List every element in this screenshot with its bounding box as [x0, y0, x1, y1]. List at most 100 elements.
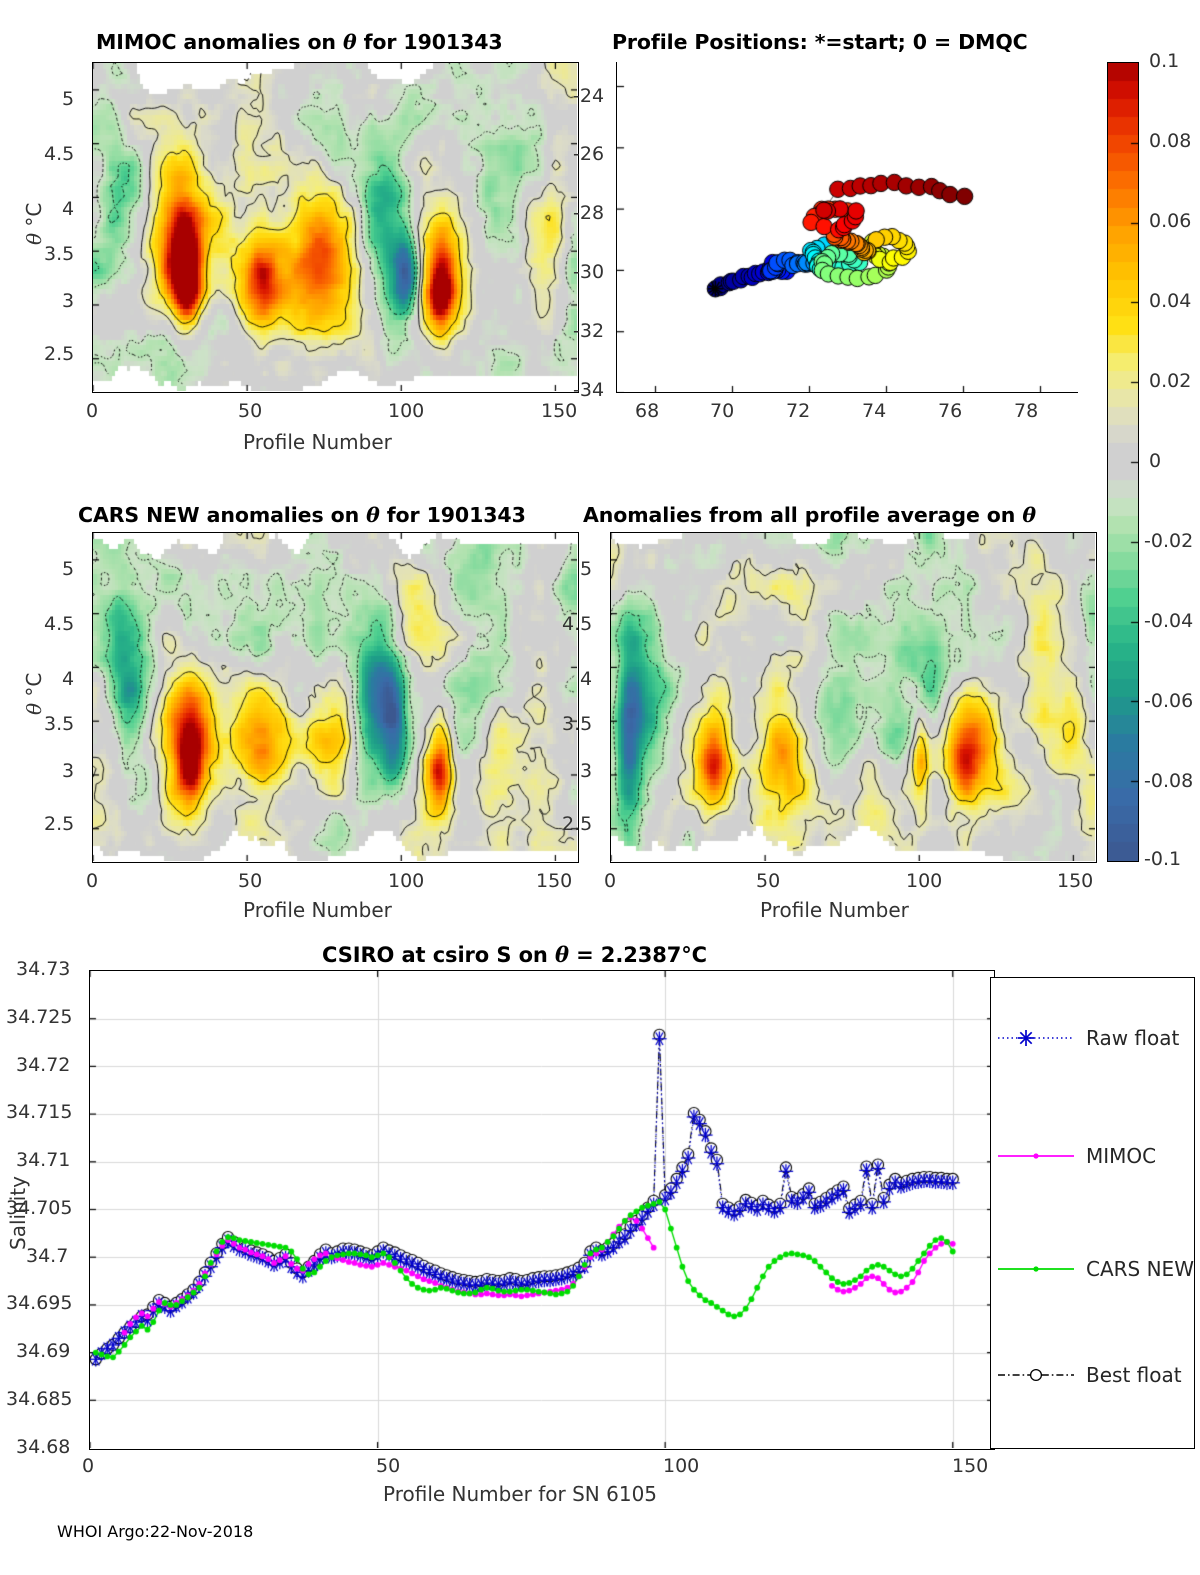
allprof-xtick-3: 150 [1057, 870, 1094, 892]
ts-ytick-2: 34.72 [16, 1054, 71, 1076]
allprof-x-axis-label: Profile Number [760, 898, 909, 922]
ts-ytick-5: 34.705 [6, 1197, 73, 1219]
salinity-timeseries-plot [90, 971, 993, 1448]
cars-xtick-0: 0 [86, 870, 99, 892]
colorbar-tick-7: -0.04 [1144, 610, 1194, 632]
map-xtick-0: 68 [635, 400, 660, 422]
profile-positions-scatter [617, 62, 1079, 393]
colorbar-tick-2: 0.06 [1149, 210, 1192, 232]
map-xtick-4: 76 [938, 400, 963, 422]
ts-ytick-4: 34.71 [16, 1149, 71, 1171]
colorbar-gradient [1108, 63, 1138, 861]
mimoc-y-axis-label: θ °C [22, 203, 46, 245]
ts-title-part-b: = 2.2387°C [568, 943, 707, 967]
mimoc-xtick-3: 150 [541, 400, 578, 422]
mimoc-xtick-0: 0 [86, 400, 99, 422]
ts-xtick-1: 50 [376, 1455, 401, 1477]
cars-panel-title: CARS NEW anomalies on θ for 1901343 [78, 503, 526, 527]
map-ytick-5: -34 [573, 379, 605, 401]
cars-ytick-2: 4 [62, 668, 75, 690]
mimoc-ylabel-theta: θ [22, 232, 46, 245]
mimoc-panel-title: MIMOC anomalies on θ for 1901343 [96, 30, 503, 54]
mimoc-title-part-a: MIMOC anomalies on [96, 30, 343, 54]
cars-xtick-3: 150 [536, 870, 573, 892]
mimoc-legend-glyph [998, 1153, 1074, 1159]
cars-ytick-5: 2.5 [44, 813, 75, 835]
ts-title-part-a: CSIRO at csiro S on [322, 943, 555, 967]
map-ytick-0: -24 [573, 85, 605, 107]
cars-new-legend-glyph [998, 1266, 1074, 1272]
allprof-ytick-2: 4 [580, 668, 593, 690]
cars-ytick-0: 5 [62, 558, 75, 580]
ts-title-theta: θ [554, 942, 569, 967]
mimoc-ytick-2: 4 [62, 198, 75, 220]
allprof-panel-title: Anomalies from all profile average on θ [583, 503, 1036, 527]
legend-label-cars-new: CARS NEW [1086, 1257, 1194, 1281]
mimoc-title-theta: θ [342, 30, 357, 54]
cars-title-part-a: CARS NEW anomalies on [78, 503, 367, 527]
timeseries-plot-frame [89, 970, 995, 1450]
cars-ylabel-theta: θ [22, 702, 46, 715]
allprof-ytick-1: 4.5 [562, 613, 593, 635]
colorbar-tick-1: 0.08 [1149, 130, 1192, 152]
ts-ytick-3: 34.715 [6, 1101, 73, 1123]
colorbar-tick-6: -0.02 [1144, 530, 1194, 552]
map-xtick-2: 72 [786, 400, 811, 422]
colorbar-tick-9: -0.08 [1144, 770, 1194, 792]
mimoc-ytick-1: 4.5 [44, 143, 75, 165]
ts-xtick-3: 150 [952, 1455, 989, 1477]
map-xtick-1: 70 [710, 400, 735, 422]
map-plot-frame [616, 62, 1079, 393]
cars-ytick-1: 4.5 [44, 613, 75, 635]
map-xtick-3: 74 [862, 400, 887, 422]
legend-entry-raw-float[interactable]: Raw float [996, 1025, 1192, 1051]
mimoc-xtick-2: 100 [388, 400, 425, 422]
ts-ytick-6: 34.7 [26, 1245, 69, 1267]
ts-xtick-0: 0 [82, 1455, 95, 1477]
legend-label-raw-float: Raw float [1086, 1026, 1180, 1050]
cars-x-axis-label: Profile Number [243, 898, 392, 922]
ts-ytick-7: 34.695 [6, 1292, 73, 1314]
legend-entry-mimoc[interactable]: MIMOC [996, 1143, 1192, 1169]
allprof-ytick-4: 3 [580, 760, 593, 782]
allprof-title-part-a: Anomalies from all profile average on [583, 503, 1023, 527]
legend-label-mimoc: MIMOC [1086, 1144, 1157, 1168]
ts-ytick-8: 34.69 [16, 1340, 71, 1362]
mimoc-xtick-1: 50 [238, 400, 263, 422]
timeseries-panel-title: CSIRO at csiro S on θ = 2.2387°C [322, 942, 707, 967]
colorbar-tick-4: 0.02 [1149, 370, 1192, 392]
colorbar-tick-8: -0.06 [1144, 690, 1194, 712]
mimoc-ylabel-units: °C [22, 202, 46, 233]
map-ytick-2: -28 [573, 202, 605, 224]
allprof-anomaly-field [611, 533, 1095, 861]
ts-ytick-9: 34.685 [6, 1388, 73, 1410]
raw-float-legend-glyph [998, 1030, 1074, 1046]
legend-entry-cars-new[interactable]: CARS NEW [996, 1256, 1194, 1282]
allprof-ytick-5: 2.5 [562, 813, 593, 835]
allprof-xtick-1: 50 [756, 870, 781, 892]
map-ytick-3: -30 [573, 261, 605, 283]
cars-ytick-4: 3 [62, 760, 75, 782]
cars-anomaly-field [93, 533, 577, 861]
ts-ytick-1: 34.725 [6, 1006, 73, 1028]
colorbar-tick-10: -0.1 [1144, 848, 1182, 870]
allprof-ytick-3: 3.5 [562, 713, 593, 735]
cars-xtick-1: 50 [238, 870, 263, 892]
legend-label-best-float: Best float [1086, 1363, 1182, 1387]
legend-entry-best-float[interactable]: Best float [996, 1362, 1192, 1388]
cars-ylabel-units: °C [22, 672, 46, 703]
mimoc-x-axis-label: Profile Number [243, 430, 392, 454]
figure-footer: WHOI Argo:22-Nov-2018 [57, 1522, 254, 1541]
allprof-xtick-0: 0 [604, 870, 617, 892]
cars-xtick-2: 100 [388, 870, 425, 892]
cars-y-axis-label: θ °C [22, 673, 46, 715]
allprof-plot-frame [610, 532, 1097, 863]
cars-title-part-b: for 1901343 [379, 503, 526, 527]
map-ytick-1: -26 [573, 143, 605, 165]
allprof-title-theta: θ [1022, 503, 1036, 527]
colorbar-tick-5: 0 [1149, 450, 1162, 472]
allprof-ytick-0: 5 [580, 558, 593, 580]
timeseries-legend [990, 977, 1195, 1449]
timeseries-x-axis-label: Profile Number for SN 6105 [383, 1482, 658, 1506]
map-xtick-5: 78 [1014, 400, 1039, 422]
